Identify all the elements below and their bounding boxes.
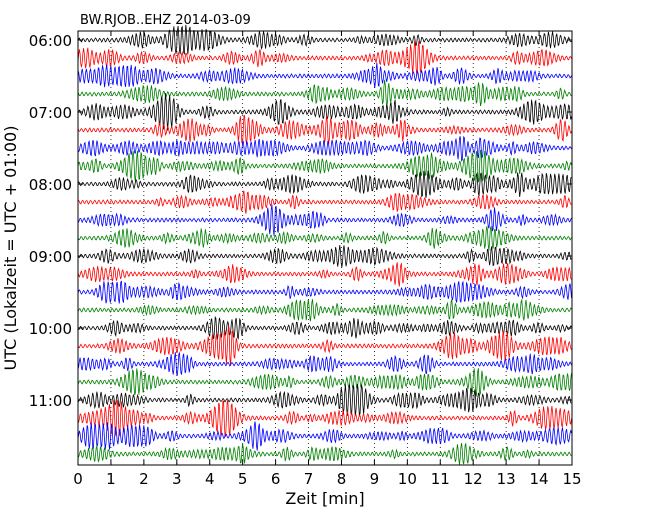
seismogram-trace [77, 170, 572, 198]
y-tick-label: 06:00 [29, 32, 72, 50]
seismogram-trace [77, 298, 572, 322]
seismogram-trace [77, 149, 572, 183]
x-tick-label: 1 [106, 470, 116, 488]
seismogram-trace [77, 40, 572, 77]
seismogram-trace [77, 351, 572, 376]
chart-title: BW.RJOB..EHZ 2014-03-09 [80, 13, 251, 28]
x-axis-ticks: 0 1 2 3 4 5 6 7 8 9 10 11 12 13 14 15 [73, 31, 582, 488]
seismogram-trace [77, 93, 572, 131]
seismogram-trace [77, 383, 572, 417]
y-tick-label: 11:00 [29, 392, 72, 410]
x-tick-label: 12 [464, 470, 483, 488]
x-tick-label: 13 [497, 470, 516, 488]
plot-frame [77, 30, 573, 466]
x-tick-label: 15 [562, 470, 581, 488]
seismogram-trace [77, 226, 572, 251]
seismogram-trace [77, 368, 572, 397]
y-axis-ticks: 06:00 07:00 08:00 09:00 10:00 11:00 [29, 32, 572, 410]
x-tick-label: 14 [530, 470, 549, 488]
seismogram-trace [77, 24, 572, 56]
x-tick-label: 3 [172, 470, 182, 488]
grid-lines [110, 31, 540, 465]
x-tick-label: 4 [205, 470, 215, 488]
y-tick-label: 10:00 [29, 320, 72, 338]
seismogram-trace [77, 315, 572, 340]
seismogram-trace [77, 442, 572, 465]
seismogram-trace [77, 79, 572, 108]
seismogram-trace [77, 421, 572, 451]
x-tick-label: 8 [337, 470, 347, 488]
x-axis-label: Zeit [min] [285, 489, 364, 508]
x-tick-label: 2 [139, 470, 149, 488]
x-tick-label: 9 [370, 470, 380, 488]
x-tick-label: 10 [398, 470, 417, 488]
x-tick-label: 11 [431, 470, 450, 488]
seismogram-traces [77, 24, 572, 465]
y-tick-label: 07:00 [29, 104, 72, 122]
seismogram-trace [77, 190, 572, 214]
seismogram-trace [77, 262, 572, 287]
x-tick-label: 7 [304, 470, 314, 488]
y-axis-label: UTC (Lokalzeit = UTC + 01:00) [1, 126, 20, 371]
seismogram-trace [77, 115, 572, 146]
seismogram-trace [77, 204, 572, 236]
seismogram-trace [77, 280, 572, 304]
seismogram-trace [77, 62, 572, 88]
y-tick-label: 09:00 [29, 248, 72, 266]
seismogram-trace [77, 325, 572, 366]
x-tick-label: 0 [73, 470, 83, 488]
seismogram-trace [77, 245, 572, 268]
seismogram-trace [77, 399, 572, 437]
y-tick-label: 08:00 [29, 176, 72, 194]
x-tick-label: 6 [271, 470, 281, 488]
seismogram-trace [77, 135, 572, 162]
x-tick-label: 5 [238, 470, 248, 488]
